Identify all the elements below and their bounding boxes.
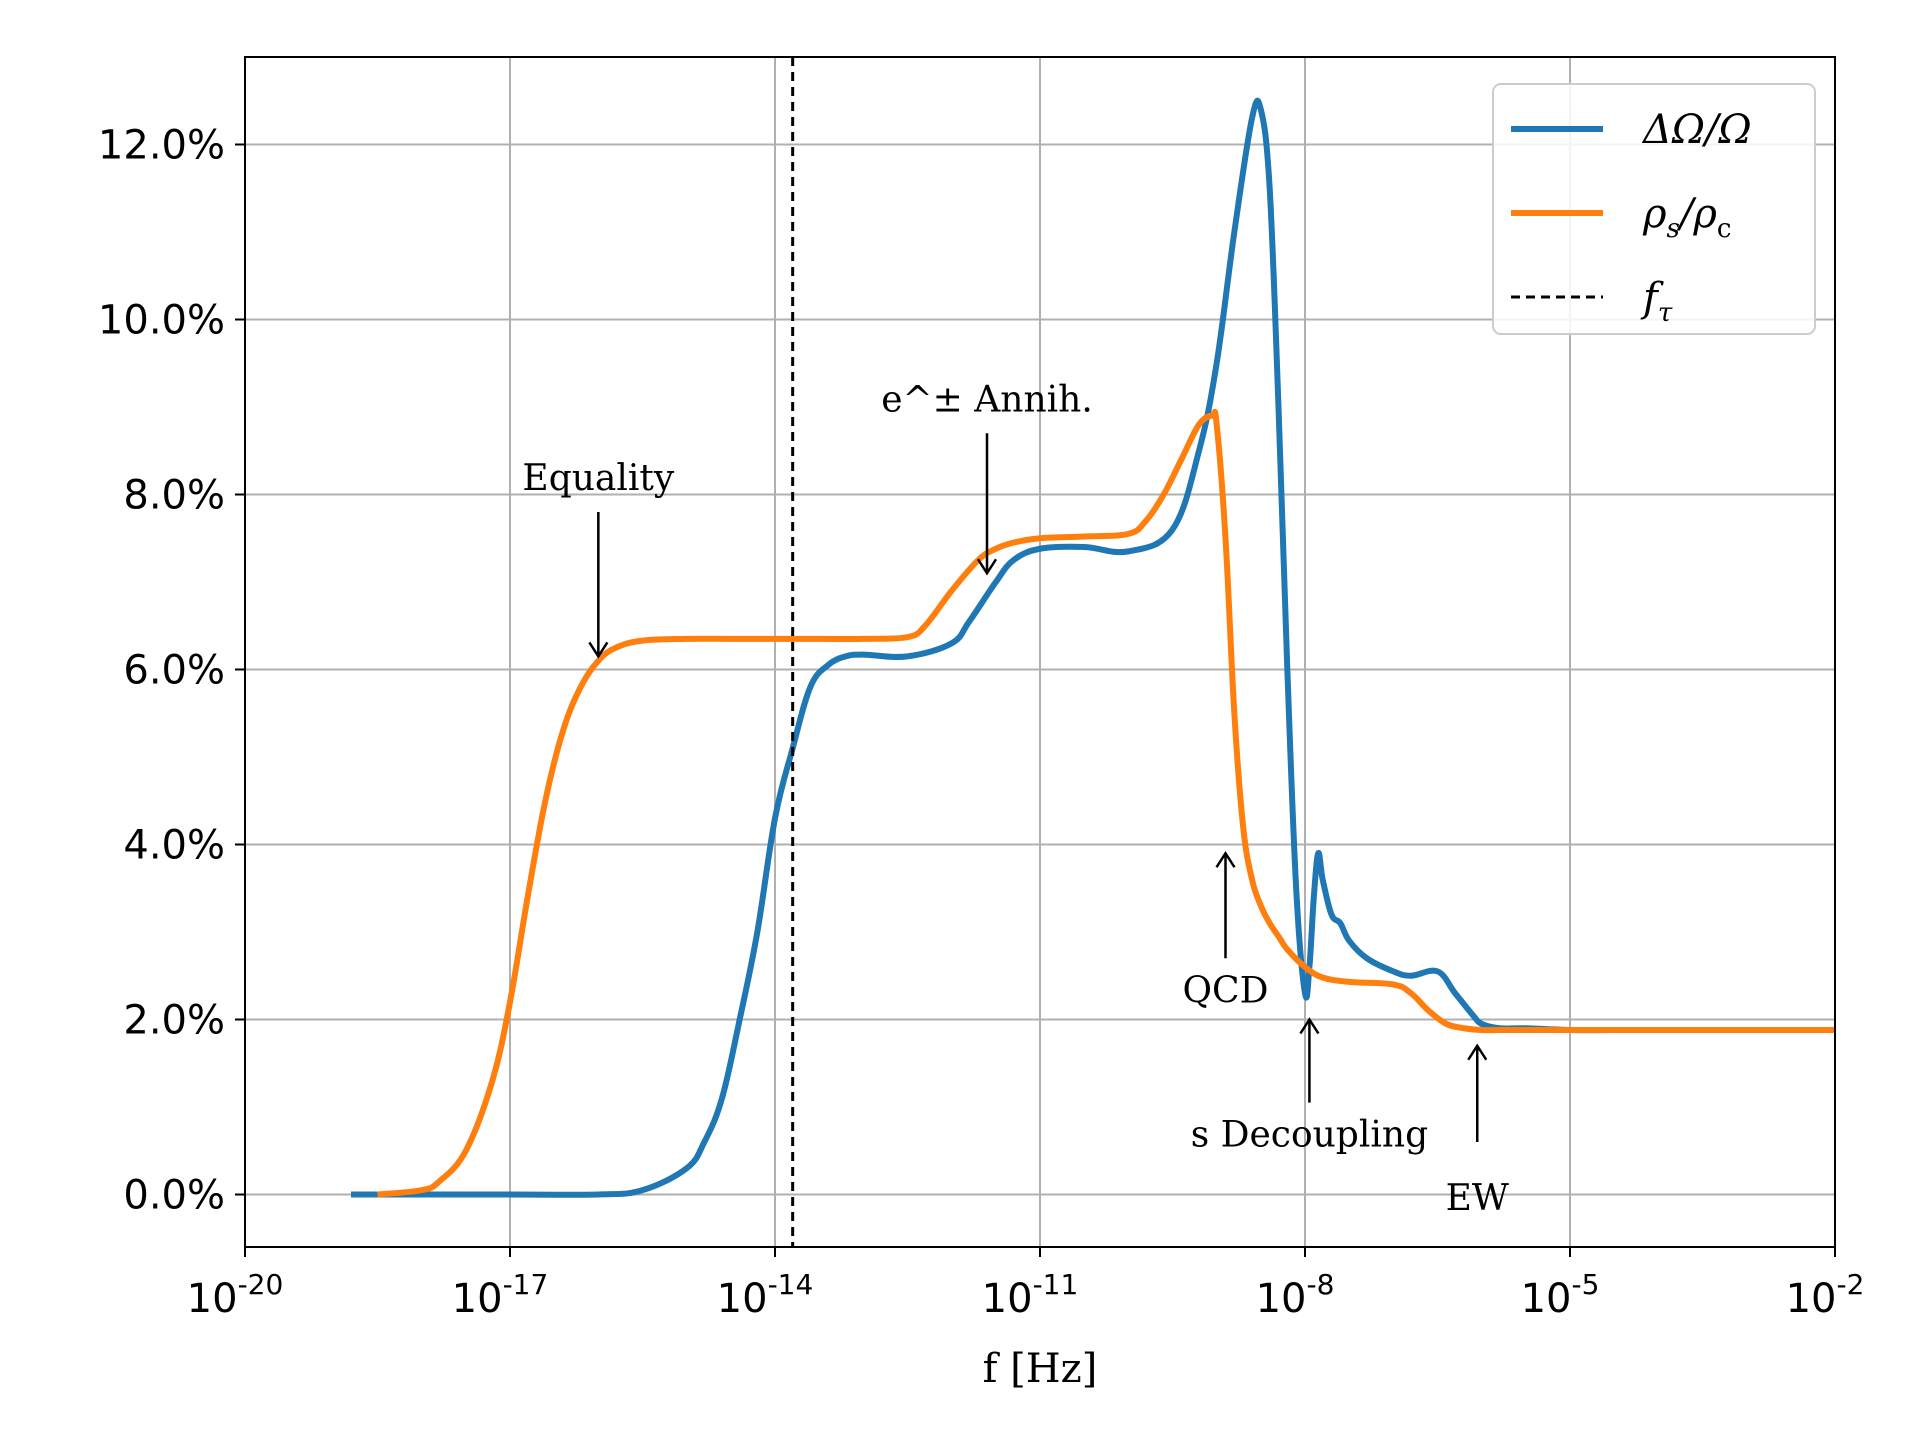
y-tick-label: 6.0% — [123, 648, 225, 694]
annotation-arrowhead — [1215, 850, 1236, 868]
x-tick-label: 10-8 — [1256, 1268, 1335, 1322]
annotation-label: QCD — [1183, 970, 1269, 1011]
x-tick-label: 10-5 — [1521, 1268, 1600, 1322]
legend-box — [1492, 83, 1816, 335]
x-tick-label: 10-11 — [982, 1268, 1079, 1322]
annotation-arrowhead — [588, 641, 609, 659]
x-tick-label: 10-20 — [187, 1268, 284, 1322]
y-tick-label: 2.0% — [123, 998, 225, 1044]
y-tick-label: 0.0% — [123, 1173, 225, 1219]
y-tick-label: 8.0% — [123, 473, 225, 519]
x-tick-label: 10-14 — [717, 1268, 814, 1322]
y-tick-label: 4.0% — [123, 823, 225, 869]
annotation-label: s Decoupling — [1191, 1115, 1428, 1156]
series-group — [350, 57, 1835, 1247]
x-tick-label: 10-2 — [1786, 1268, 1865, 1322]
x-axis-label: f [Hz] — [983, 1346, 1098, 1392]
annotation-arrowhead — [1299, 1017, 1320, 1035]
annotations-group: Equality e^± Annih. QCD s Decoupling EW — [522, 379, 1508, 1219]
series-line-delta-omega — [350, 97, 1835, 1198]
y-tick-label: 12.0% — [98, 123, 225, 169]
annotation-label: EW — [1446, 1178, 1509, 1219]
annotation-arrowhead — [1467, 1043, 1488, 1061]
series-line-rho-ratio — [377, 408, 1835, 1198]
y-tick-label: 10.0% — [98, 298, 225, 344]
annotation-label: e^± Annih. — [881, 379, 1093, 420]
legend-label: ΔΩ/Ω — [1641, 107, 1752, 153]
legend-label: ρs/ρc — [1642, 191, 1731, 244]
x-tick-label: 10-17 — [452, 1268, 549, 1322]
tick-group: 10-20 10-17 10-14 10-11 10-8 10-5 10-2 0.0% 2.0%… — [98, 123, 1864, 1323]
annotation-arrowhead — [976, 558, 998, 576]
annotation-label: Equality — [522, 458, 674, 499]
